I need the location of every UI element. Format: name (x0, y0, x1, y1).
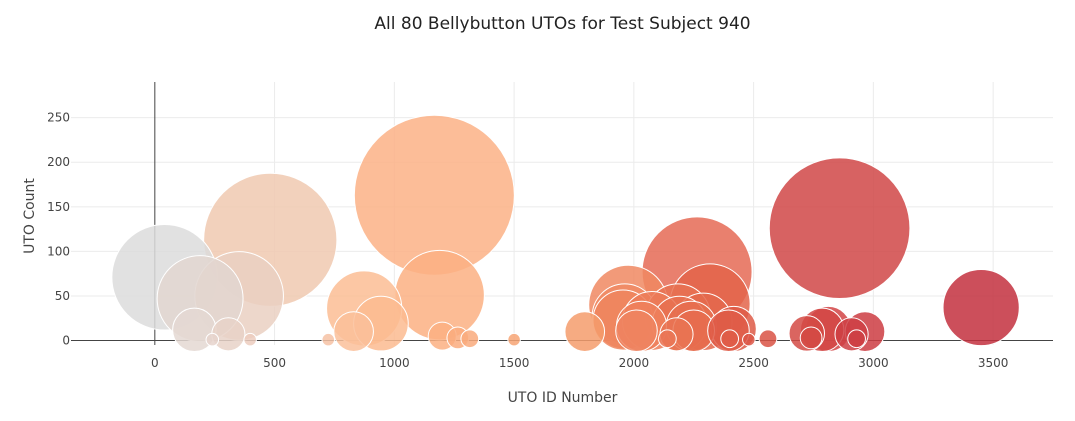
y-tick-label: 50 (55, 289, 70, 303)
y-tick-label: 100 (47, 244, 70, 258)
bubble-point (658, 329, 677, 349)
bubble-point (768, 157, 911, 300)
bubble-point (799, 326, 823, 350)
x-tick-label: 500 (263, 356, 286, 370)
x-tick-label: 2500 (738, 356, 769, 370)
bubbles (111, 114, 1020, 353)
y-axis-label: UTO Count (22, 178, 38, 254)
x-tick-label: 3000 (858, 356, 889, 370)
y-tick-label: 150 (47, 200, 70, 214)
x-tick-label: 2000 (619, 356, 650, 370)
bubble-point (211, 317, 246, 352)
x-tick-label: 1000 (379, 356, 410, 370)
x-tick-label: 1500 (499, 356, 530, 370)
y-tick-label: 250 (47, 111, 70, 125)
bubble-point (742, 332, 756, 347)
bubble-point (243, 332, 257, 347)
bubble-point (758, 329, 778, 349)
bubble-point (507, 332, 521, 347)
bubble-point (333, 311, 374, 352)
y-tick-label: 0 (62, 334, 70, 348)
bubble-point (205, 332, 220, 347)
tick-labels: 0 500 1000 1500 2000 2500 3000 3500 0 50 100 150 200… (47, 111, 1008, 370)
x-tick-label: 0 (151, 356, 159, 370)
bubble-point (564, 311, 606, 352)
bubble-point (321, 332, 336, 347)
bubble-point (615, 309, 658, 353)
x-axis-label: UTO ID Number (507, 390, 618, 406)
bubble-point (720, 329, 740, 349)
chart-title: All 80 Bellybutton UTOs for Test Subject… (374, 14, 751, 34)
bubble-point (847, 329, 866, 349)
x-tick-label: 3500 (978, 356, 1009, 370)
y-tick-label: 200 (47, 155, 70, 169)
bubble-point (460, 329, 480, 349)
bubble-point (942, 268, 1020, 347)
